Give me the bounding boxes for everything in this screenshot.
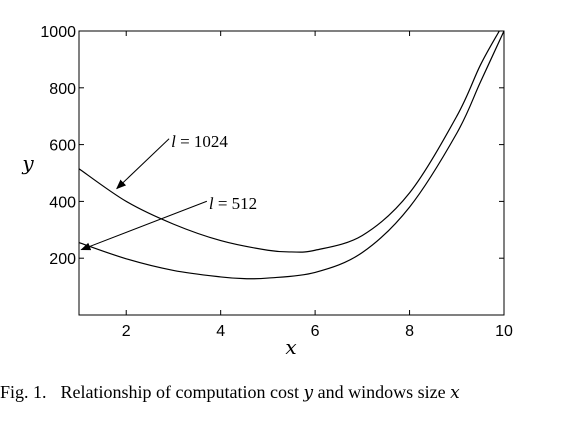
caption-text-2: and windows size xyxy=(313,382,451,402)
x-tick-label: 2 xyxy=(122,323,131,340)
y-tick-label: 1000 xyxy=(40,24,76,41)
caption-var-x: x xyxy=(450,383,460,403)
annotation-var: l xyxy=(171,132,176,151)
annotation-label-1: l = 512 xyxy=(209,194,257,213)
annotation-arrow-0 xyxy=(116,138,170,190)
annotation-arrow-1 xyxy=(80,200,208,251)
x-tick-label: 6 xyxy=(311,323,320,340)
caption-var-y: y xyxy=(303,383,314,403)
x-axis-label: x xyxy=(285,335,296,359)
y-tick-label: 200 xyxy=(49,251,76,268)
annotation-value: = 1024 xyxy=(176,132,229,151)
y-tick-label: 400 xyxy=(49,194,76,211)
caption-text-1: Relationship of computation cost xyxy=(60,382,304,402)
series-line-1 xyxy=(78,30,505,280)
series-line-0 xyxy=(78,30,500,253)
annotation-var: l xyxy=(209,194,214,213)
plot-frame xyxy=(78,30,505,316)
annotation-value: = 512 xyxy=(214,194,258,213)
figure-caption: Fig. 1. Relationship of computation cost … xyxy=(0,382,582,403)
y-axis-label: y xyxy=(21,151,34,175)
x-tick-label: 8 xyxy=(405,323,414,340)
x-tick-label: 10 xyxy=(495,323,513,340)
figure-number: Fig. 1. xyxy=(0,382,47,402)
x-tick-label: 4 xyxy=(216,323,225,340)
y-tick-label: 600 xyxy=(49,138,76,155)
annotation-label-0: l = 1024 xyxy=(171,132,228,151)
y-tick-label: 800 xyxy=(49,81,76,98)
